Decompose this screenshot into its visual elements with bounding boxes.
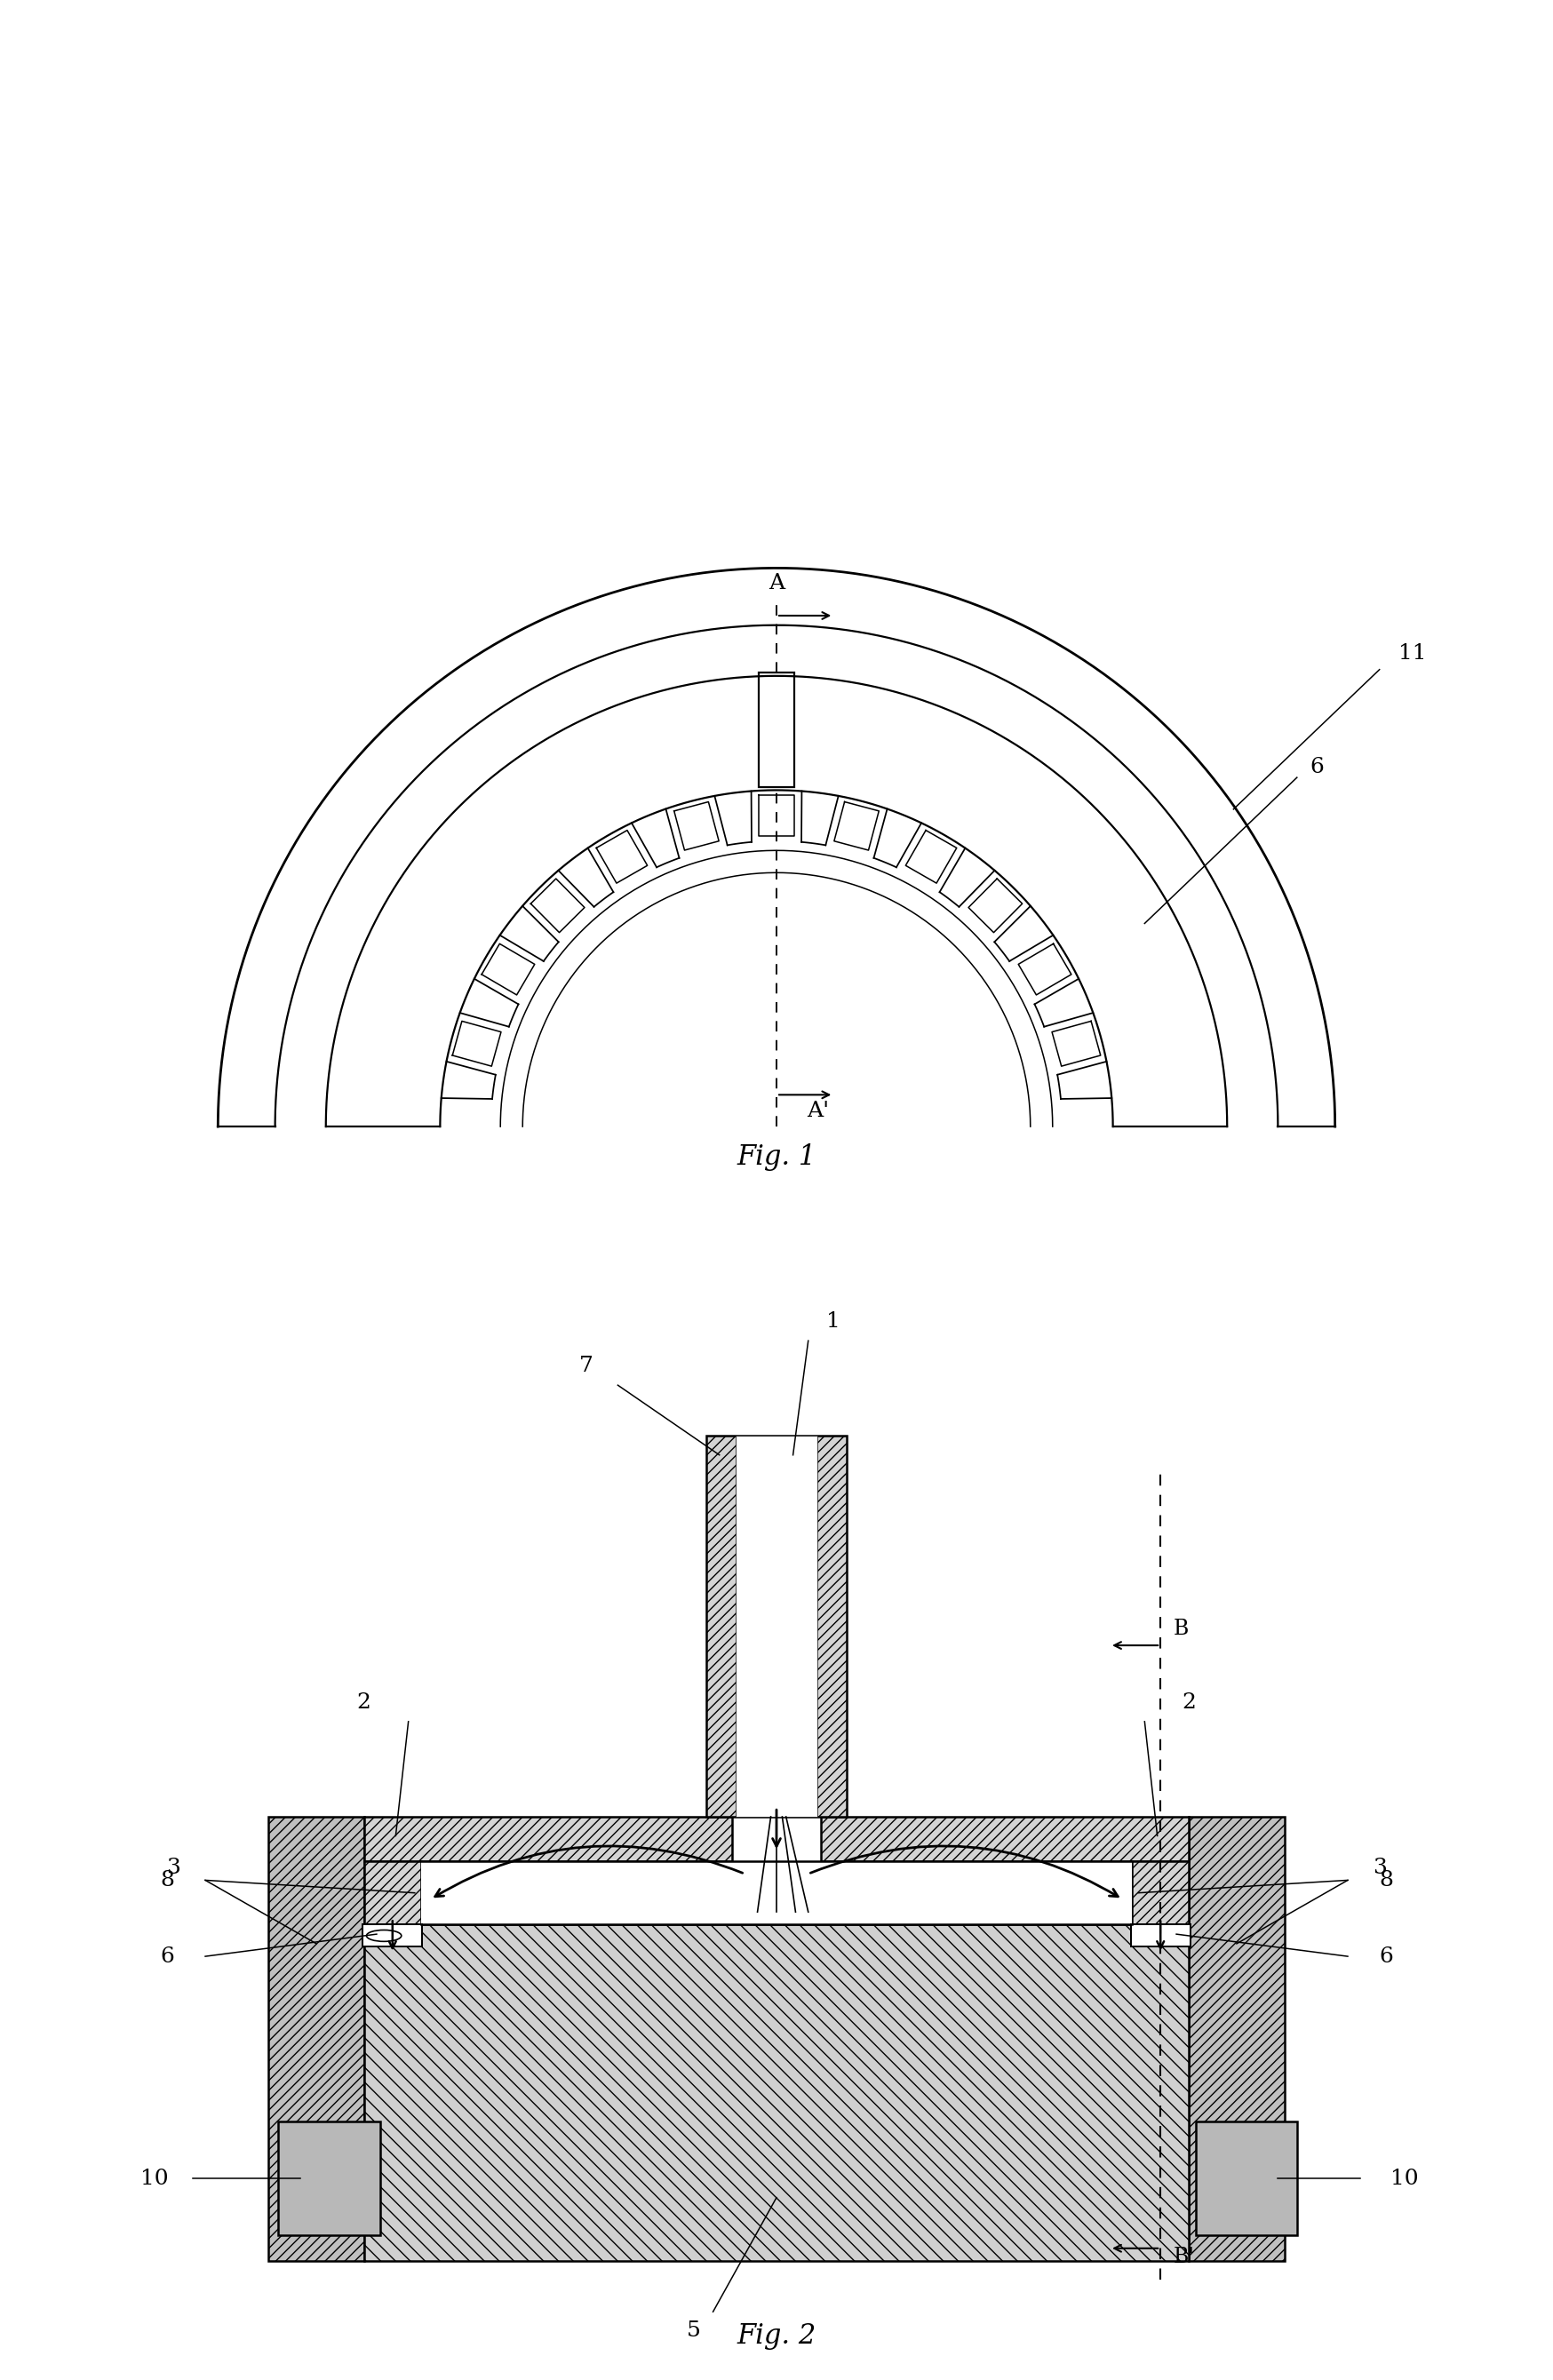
Bar [707,1435,846,1816]
Bar [759,674,794,788]
Text: 2: 2 [1182,1692,1196,1714]
Text: 1: 1 [826,1311,840,1333]
Text: 5: 5 [686,2320,700,2342]
Bar [1196,2121,1297,2235]
Text: A: A [769,574,784,593]
Text: 7: 7 [579,1357,593,1376]
Text: 11: 11 [1399,643,1427,664]
Bar [1131,1925,1190,1947]
Bar [363,1816,731,1861]
Text: 10: 10 [1391,2168,1419,2190]
Bar [363,1925,1190,2261]
Bar [735,1435,818,1816]
Bar [1132,1861,1190,1925]
Text: B': B' [1173,2247,1194,2268]
Text: B: B [1173,1618,1188,1640]
Bar [822,1816,1190,1861]
Bar [421,1861,1132,1925]
Bar [363,1925,422,1947]
Text: 8: 8 [160,1871,174,1890]
Text: A': A' [806,1102,829,1121]
Text: 8: 8 [1379,1871,1393,1890]
Text: 3: 3 [1373,1856,1387,1878]
Text: Fig. 2: Fig. 2 [736,2323,817,2349]
Bar [278,2121,380,2235]
Text: 6: 6 [1309,757,1323,778]
Bar [1190,1816,1284,2261]
Text: 3: 3 [166,1856,180,1878]
Text: 2: 2 [357,1692,371,1714]
Text: 6: 6 [1379,1947,1393,1966]
Bar [363,1861,421,1925]
Bar [269,1816,363,2261]
Text: 6: 6 [160,1947,174,1966]
Text: Fig. 1: Fig. 1 [736,1142,817,1171]
Text: 10: 10 [140,2168,169,2190]
